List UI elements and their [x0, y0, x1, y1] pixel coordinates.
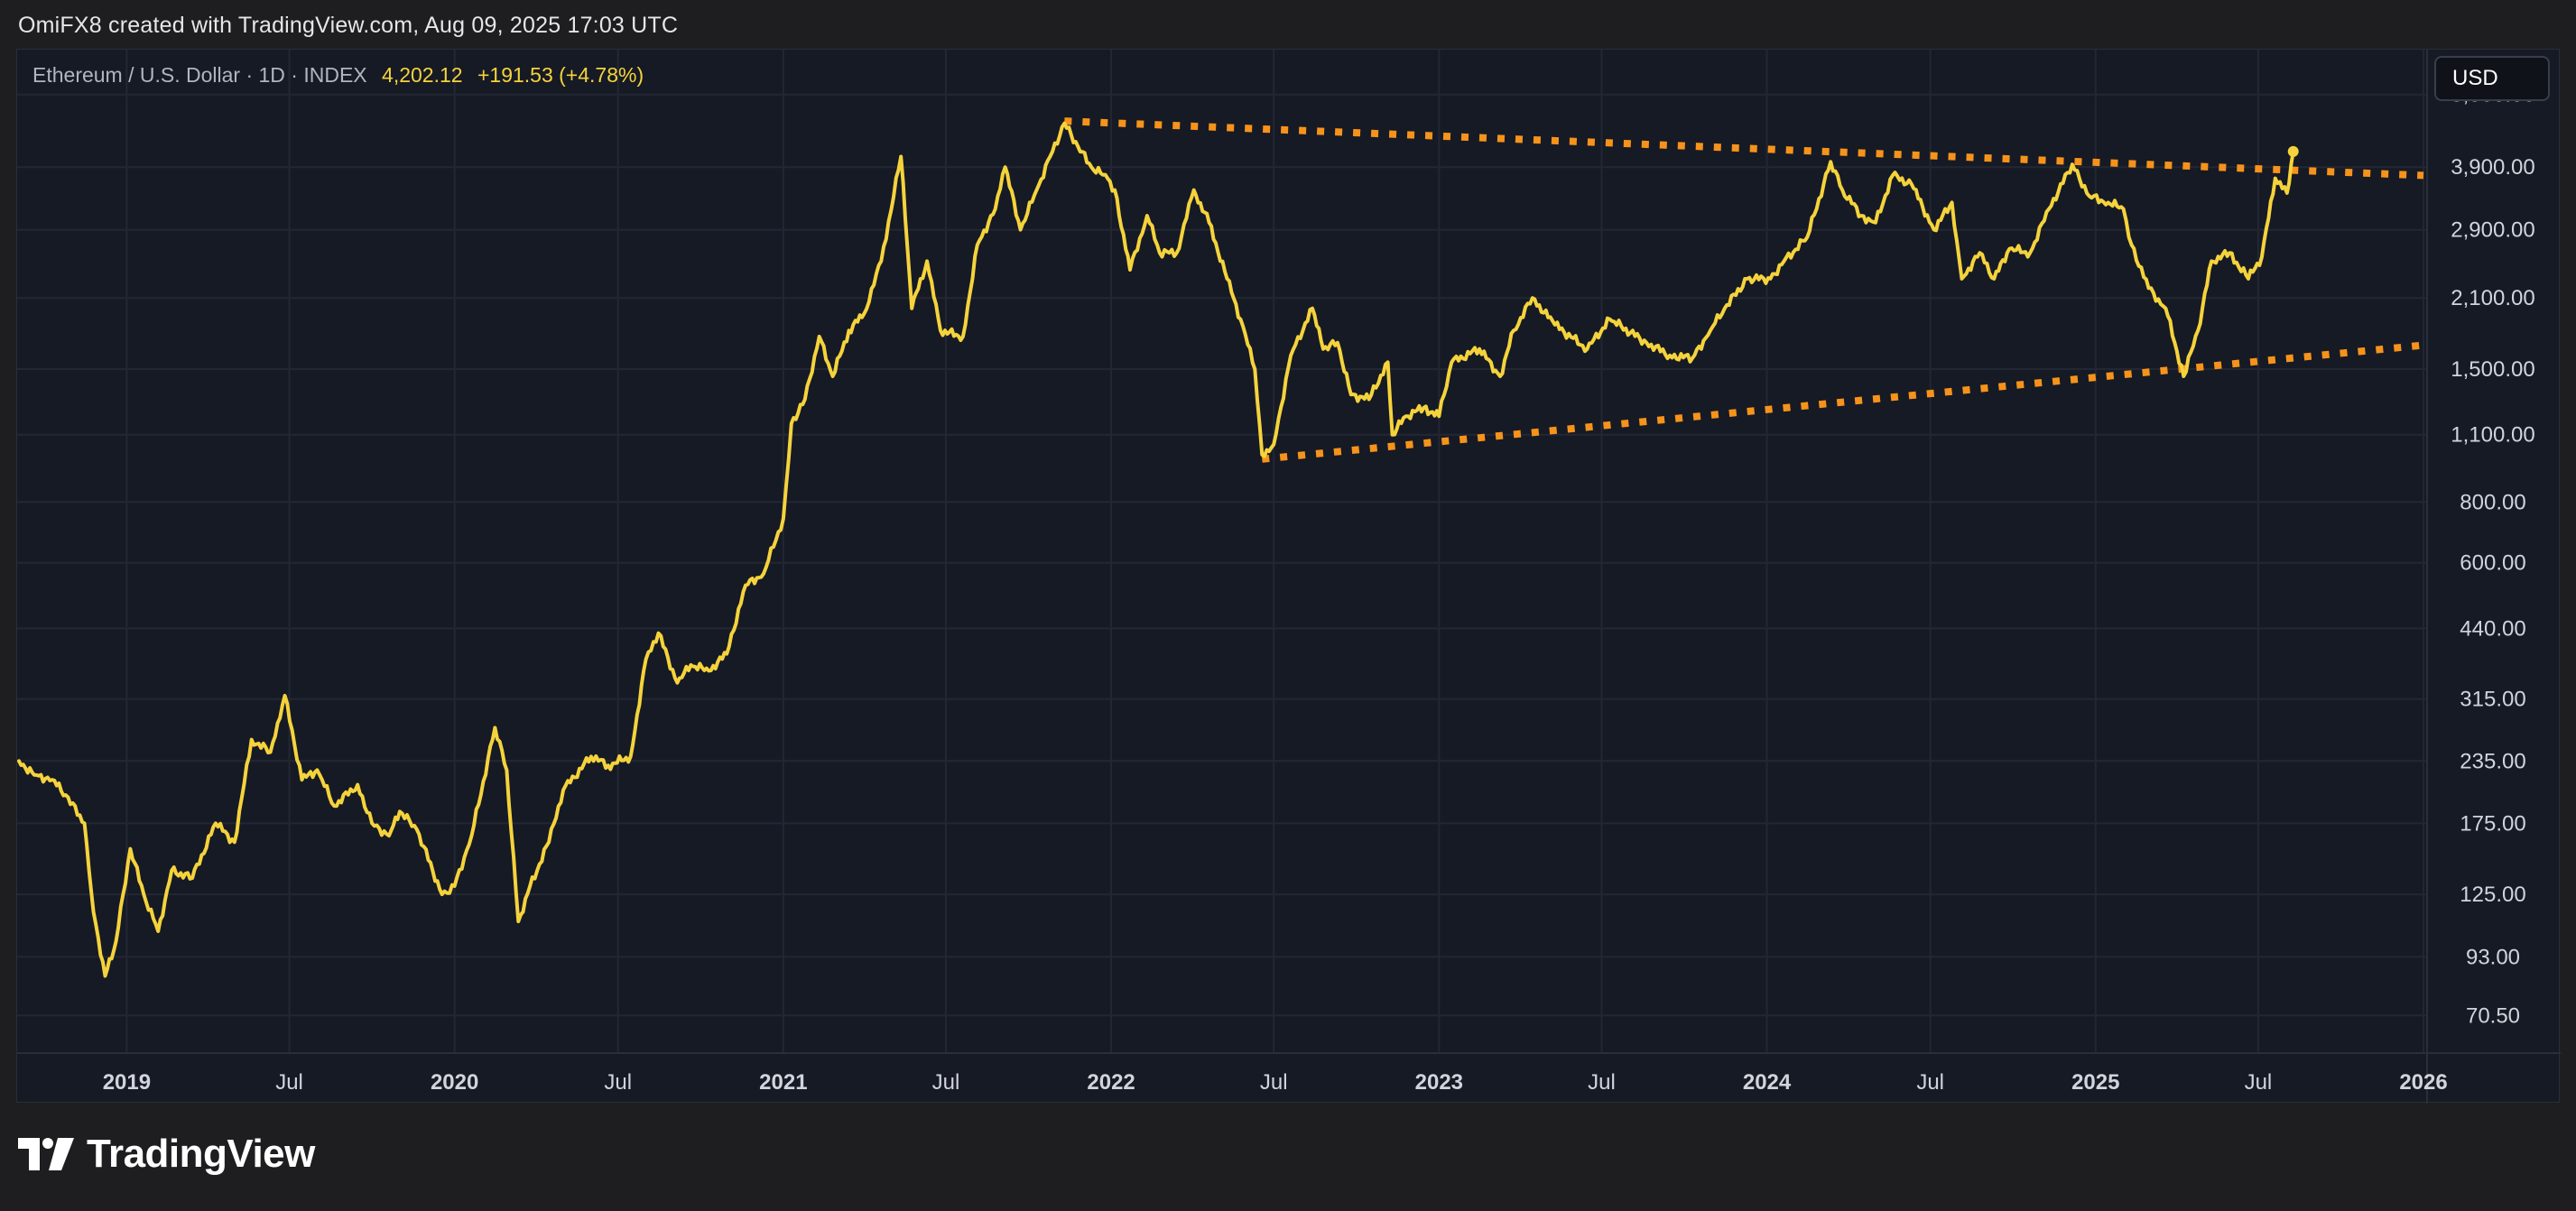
last-price-marker [2287, 145, 2299, 157]
chart-caption: OmiFX8 created with TradingView.com, Aug… [18, 13, 679, 38]
x-tick-label: 2019 [103, 1070, 151, 1095]
y-tick-label: 2,100.00 [2451, 286, 2534, 310]
x-tick-label: 2020 [431, 1070, 478, 1095]
x-tick-label: 2021 [759, 1070, 807, 1095]
grid-lines [17, 50, 2427, 1053]
x-tick-label: 2026 [2399, 1070, 2447, 1095]
legend-symbol[interactable]: Ethereum / U.S. Dollar · 1D · INDEX [32, 63, 367, 87]
x-tick-label: 2023 [1415, 1070, 1463, 1095]
y-tick-label: 1,100.00 [2451, 423, 2534, 448]
y-tick-label: 315.00 [2460, 688, 2525, 712]
x-tick-label: 2024 [1743, 1070, 1792, 1095]
y-tick-label: 3,900.00 [2451, 155, 2534, 180]
y-tick-label: 125.00 [2460, 883, 2525, 907]
x-tick-label: Jul [1916, 1070, 1944, 1095]
legend-change: +191.53 (+4.78%) [477, 63, 644, 87]
x-tick-label: 2022 [1087, 1070, 1135, 1095]
x-tick-label: Jul [604, 1070, 632, 1095]
y-tick-label: 1,500.00 [2451, 357, 2534, 382]
y-tick-label: 70.50 [2466, 1003, 2520, 1028]
trendline[interactable] [1261, 341, 2424, 463]
trendlines[interactable] [1064, 117, 2424, 463]
price-axis[interactable]: 5,500.003,900.002,900.002,100.001,500.00… [2451, 83, 2534, 1029]
price-line [17, 121, 2295, 978]
y-tick-label: 175.00 [2460, 811, 2525, 836]
y-tick-label: 800.00 [2460, 490, 2525, 514]
y-tick-label: 235.00 [2460, 749, 2525, 773]
chart-panel[interactable]: 5,500.003,900.002,900.002,100.001,500.00… [16, 49, 2561, 1104]
y-tick-label: 2,900.00 [2451, 218, 2534, 243]
legend-last-price: 4,202.12 [382, 63, 463, 87]
x-tick-label: Jul [1588, 1070, 1616, 1095]
y-tick-label: 600.00 [2460, 551, 2525, 576]
time-axis[interactable]: 2019 Jul 2020 Jul 2021 Jul 2022 Jul 2023 Jul 2024 J… [103, 1070, 2448, 1095]
y-tick-label: 93.00 [2466, 945, 2520, 969]
x-tick-label: Jul [1260, 1070, 1288, 1095]
tradingview-brand[interactable]: TradingView [18, 1132, 315, 1177]
price-series [17, 121, 2299, 978]
x-tick-label: Jul [275, 1070, 303, 1095]
x-tick-label: Jul [2245, 1070, 2273, 1095]
tradingview-logo-icon [18, 1138, 74, 1170]
chart-legend: Ethereum / U.S. Dollar · 1D · INDEX 4,20… [32, 63, 644, 88]
x-tick-label: 2025 [2071, 1070, 2119, 1095]
brand-name: TradingView [87, 1132, 315, 1176]
price-chart[interactable]: 5,500.003,900.002,900.002,100.001,500.00… [17, 50, 2561, 1104]
x-tick-label: Jul [932, 1070, 960, 1095]
y-tick-label: 440.00 [2460, 616, 2525, 641]
currency-button[interactable]: USD [2434, 56, 2550, 101]
